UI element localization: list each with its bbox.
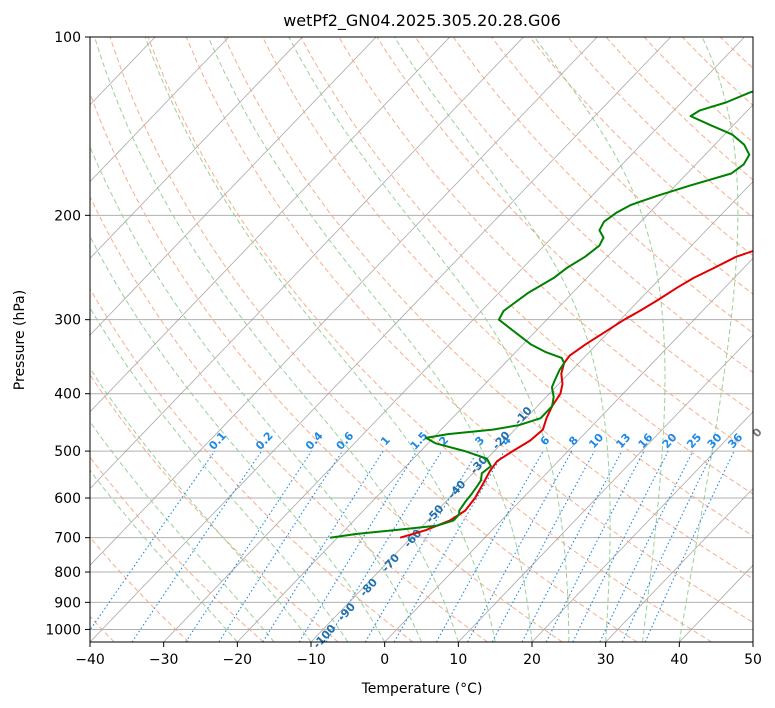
isotherm-line [90,37,451,413]
x-tick-label: 40 [670,652,688,668]
y-tick-label: 100 [54,30,81,46]
isotherm-line [90,37,524,490]
isotherm-line [458,334,753,642]
moist-adiabat-line [288,37,570,642]
dry-adiabat-line [109,37,638,642]
mixing-ratio-line [218,450,343,642]
mixing-ratio-line [262,450,384,642]
x-tick-label: 30 [597,652,615,668]
moist-adiabat-line [90,235,386,642]
isotherm-line [384,257,753,642]
mixing-ratio-line [131,450,263,642]
mixing-ratio-lines [90,450,735,642]
dry-adiabat-line [224,37,753,580]
isotherm-line [163,37,745,642]
dry-adiabat-line [90,92,563,642]
moist-adiabats [90,37,739,642]
x-tick-label: 20 [523,652,541,668]
isotherm-line [531,411,753,642]
y-tick-label: 300 [54,313,81,329]
moist-adiabat-line [90,145,422,642]
x-axis-label: Temperature (°C) [361,681,483,697]
y-axis-ticks: 100 200 300 400 500 600 700 800 900 1000 [45,30,90,638]
dewpoint-series-line [329,90,753,539]
isotherm-line [0,37,8,642]
plot-border [89,36,754,643]
isotherm-line [90,37,598,566]
mixing-ratio-line [491,450,595,642]
moist-adiabat-line [144,37,496,642]
isotherm-line [605,487,753,642]
isotherm-line [90,37,230,183]
x-tick-label: −40 [75,652,105,668]
dry-adiabat-line [90,287,414,642]
mixing-ratio-line [572,450,669,642]
dry-adiabats [90,37,775,642]
dry-adiabat-line [262,37,753,537]
dry-adiabat-line [338,37,753,454]
dry-adiabat-line [185,37,753,623]
dry-adiabat-line [759,37,775,642]
sounding-series [329,90,753,539]
y-tick-label: 800 [54,565,81,581]
mixing-ratio-line [435,450,544,642]
x-tick-label: −10 [296,652,326,668]
y-tick-label: 500 [54,444,81,460]
y-tick-label: 700 [54,531,81,547]
mixing-ratio-line [185,450,313,642]
x-axis-ticks: −40 −30 −20 −10 0 10 20 30 40 50 [75,642,762,668]
x-tick-label: 10 [449,652,467,668]
plot-frame [89,36,754,643]
moist-adiabat-line [90,469,238,642]
dry-adiabat-line [90,536,190,642]
dry-adiabat-line [452,37,753,334]
y-tick-label: 400 [54,387,81,403]
moist-adiabat-line [207,37,533,642]
y-tick-label: 1000 [45,622,81,638]
dry-adiabat-line [147,37,712,642]
moist-adiabat-line [393,37,611,642]
dry-adiabat-line [376,37,753,413]
y-axis-label: Pressure (hPa) [12,290,28,390]
moist-adiabat-line [94,37,459,642]
moist-adiabat-line [678,37,739,642]
x-tick-label: −30 [149,652,179,668]
isotherm-line [90,37,672,642]
moist-adiabat-line [90,367,312,642]
moist-adiabat-line [90,306,349,642]
mixing-ratio-line [325,450,443,642]
y-tick-label: 900 [54,595,81,611]
isotherm-line [752,641,753,642]
skewed-isotherms [0,37,753,642]
y-tick-label: 200 [54,208,81,224]
y-tick-label: 600 [54,491,81,507]
mixing-ratio-line [298,450,418,642]
isotherm-line [237,104,753,642]
isotherm-line [90,37,377,336]
x-tick-label: 0 [380,652,389,668]
mixing-ratio-line [467,450,573,642]
chart-title: wetPf2_GN04.2025.305.20.28.G06 [283,11,561,31]
x-tick-label: −20 [223,652,253,668]
dry-adiabat-line [90,195,488,642]
isotherm-line [90,37,303,259]
x-tick-label: 50 [744,652,762,668]
temperature-series-line [399,249,753,539]
moist-adiabat-line [533,37,666,642]
mixing-ratio-line [90,450,216,632]
dry-adiabat-line [90,373,339,642]
